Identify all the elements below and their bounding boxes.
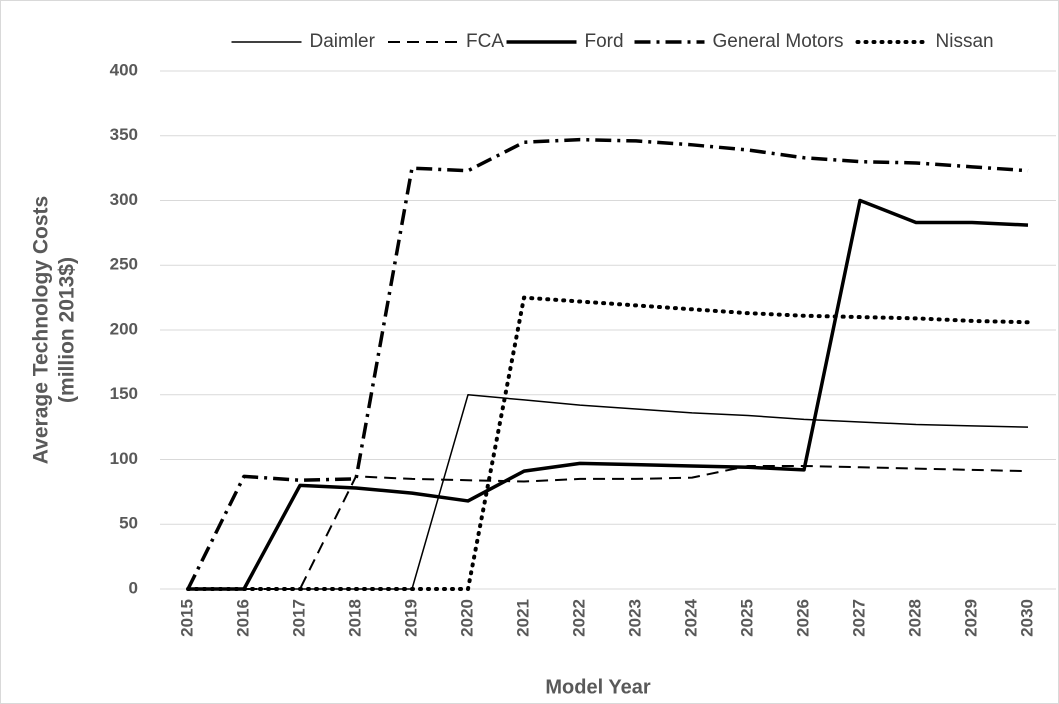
- x-axis-label: Model Year: [545, 676, 650, 698]
- y-tick-label: 0: [129, 578, 138, 597]
- x-tick-label: 2024: [681, 598, 700, 636]
- x-tick-label: 2025: [737, 599, 756, 637]
- x-tick-label: 2029: [961, 599, 980, 637]
- legend-label: FCA: [466, 31, 504, 52]
- x-tick-label: 2020: [457, 599, 476, 637]
- y-axis-label: Average Technology Costs (million 2013$): [30, 196, 79, 464]
- x-tick-label: 2028: [905, 599, 924, 637]
- x-tick-label: 2018: [345, 599, 364, 637]
- x-tick-label: 2016: [233, 599, 252, 637]
- x-tick-label: 2030: [1017, 599, 1036, 637]
- legend-label: Nissan: [936, 31, 994, 52]
- x-tick-label: 2019: [401, 599, 420, 637]
- y-tick-label: 50: [119, 514, 138, 533]
- series-line: [186, 137, 1029, 590]
- y-tick-label: 350: [110, 125, 138, 144]
- x-tick-label: 2021: [513, 599, 532, 637]
- x-tick-label: 2022: [569, 599, 588, 637]
- y-axis-label-line: (million 2013$): [56, 257, 79, 403]
- legend-label: Ford: [585, 31, 624, 52]
- series-line: [188, 464, 1029, 590]
- x-tick-label: 2023: [625, 599, 644, 637]
- y-tick-label: 400: [110, 60, 138, 79]
- y-tick-label: 200: [110, 319, 138, 338]
- y-tick-label: 150: [110, 384, 138, 403]
- series-line: [188, 198, 1029, 591]
- y-tick-label: 250: [110, 255, 138, 274]
- legend-label: Daimler: [310, 31, 376, 52]
- x-tick-label: 2017: [289, 599, 308, 637]
- y-tick-label: 300: [110, 190, 138, 209]
- x-tick-label: 2026: [793, 599, 812, 637]
- series-line: [188, 394, 1029, 590]
- x-tick-label: 2015: [177, 599, 196, 637]
- y-tick-label: 100: [110, 449, 138, 468]
- y-axis-label-line: Average Technology Costs: [30, 196, 53, 464]
- legend-label: General Motors: [713, 31, 844, 52]
- x-tick-label: 2027: [849, 599, 868, 637]
